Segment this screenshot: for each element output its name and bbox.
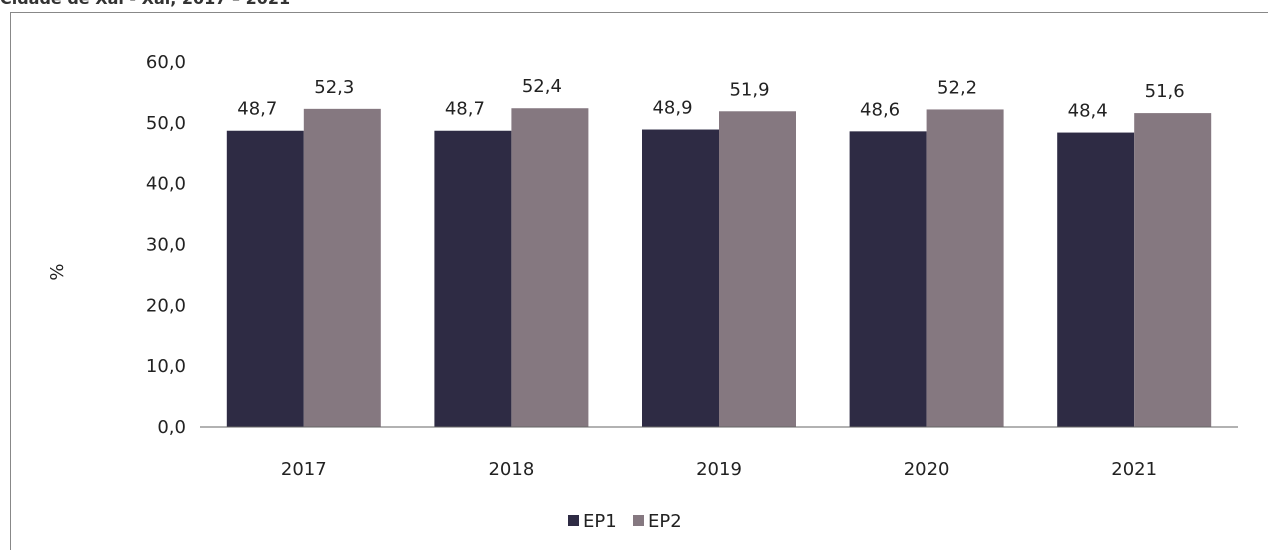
- y-tick-label: 60,0: [146, 52, 186, 73]
- bar: [849, 131, 927, 427]
- legend-label: EP2: [648, 511, 682, 532]
- bar: [926, 109, 1004, 427]
- y-tick-label: 30,0: [146, 235, 186, 256]
- bar: [434, 130, 512, 427]
- data-label: 48,4: [1068, 101, 1108, 122]
- data-label: 52,2: [937, 77, 977, 98]
- data-label: 52,3: [314, 77, 354, 98]
- x-tick-label: 2019: [696, 459, 742, 480]
- y-tick-label: 10,0: [146, 356, 186, 377]
- bar: [1057, 132, 1135, 428]
- data-label: 48,7: [237, 99, 277, 120]
- legend-swatch: [633, 515, 644, 526]
- data-label: 48,7: [445, 99, 485, 120]
- legend-label: EP1: [583, 511, 617, 532]
- x-tick-label: 2018: [488, 459, 534, 480]
- y-tick-label: 50,0: [146, 113, 186, 134]
- x-tick-label: 2020: [904, 459, 950, 480]
- bar: [226, 130, 304, 427]
- bar: [719, 111, 796, 428]
- legend-swatch: [568, 515, 579, 526]
- bar: [303, 108, 381, 427]
- data-label: 51,9: [729, 79, 769, 100]
- data-label: 51,6: [1145, 81, 1185, 102]
- chart-title: Cidade de Xai - Xai, 2017 – 2021: [0, 0, 290, 8]
- bar: [642, 129, 719, 427]
- bar: [511, 108, 589, 427]
- data-label: 52,4: [522, 76, 562, 97]
- x-tick-label: 2017: [281, 459, 327, 480]
- bar: [1134, 113, 1212, 427]
- x-tick-label: 2021: [1111, 459, 1157, 480]
- y-tick-label: 0,0: [157, 417, 186, 438]
- y-tick-label: 20,0: [146, 295, 186, 316]
- y-tick-label: 40,0: [146, 174, 186, 195]
- data-label: 48,9: [652, 98, 692, 119]
- data-label: 48,6: [860, 99, 900, 120]
- y-axis-label: %: [47, 263, 68, 280]
